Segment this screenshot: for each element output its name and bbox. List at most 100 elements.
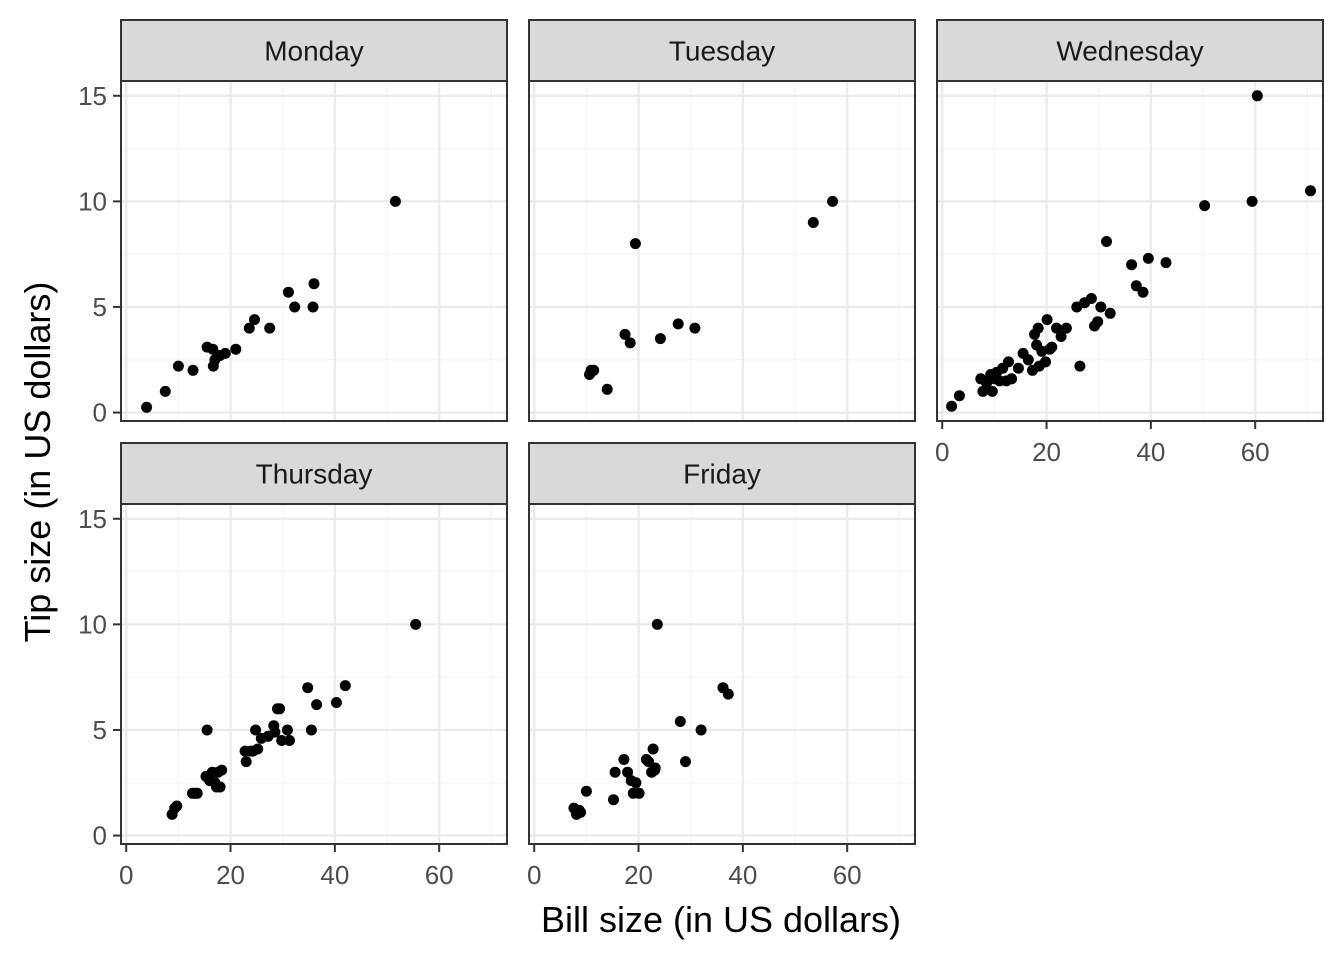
data-point (1074, 360, 1086, 372)
x-tick-label: 20 (624, 860, 653, 890)
data-point (630, 777, 642, 789)
data-point (977, 385, 989, 397)
data-point (1142, 252, 1154, 264)
data-point (1085, 293, 1097, 304)
strip-background (528, 442, 916, 505)
data-point (1160, 257, 1172, 269)
strip-label: Friday (683, 459, 761, 490)
data-point (1041, 314, 1053, 326)
data-point (695, 724, 707, 736)
strip-label: Wednesday (1056, 36, 1203, 67)
strip-background (936, 19, 1324, 82)
data-point (622, 766, 634, 778)
x-tick-label: 0 (527, 860, 541, 890)
data-point (207, 343, 219, 355)
x-tick-label: 40 (1136, 437, 1165, 467)
data-point (269, 726, 281, 738)
data-point (827, 195, 839, 207)
data-point (389, 195, 401, 207)
data-point (289, 301, 301, 313)
data-point (284, 735, 295, 746)
data-point (1032, 322, 1044, 334)
strip-background (120, 19, 508, 82)
data-point (1060, 322, 1072, 334)
strip-label: Tuesday (669, 36, 775, 67)
data-point (619, 328, 631, 340)
data-point (680, 756, 691, 768)
data-point (282, 286, 294, 298)
data-point (609, 766, 621, 778)
data-point (250, 724, 262, 736)
y-tick-label: 10 (78, 186, 107, 216)
y-tick-label: 15 (78, 504, 107, 534)
data-point (629, 238, 641, 250)
data-point (1055, 331, 1067, 342)
data-point (201, 724, 213, 736)
data-point (608, 794, 619, 806)
data-point (575, 806, 587, 818)
data-point (674, 716, 686, 727)
data-point (651, 618, 663, 630)
data-point (281, 724, 293, 736)
data-point (264, 322, 276, 334)
data-point (689, 322, 701, 334)
data-point (986, 385, 998, 397)
panel-thursday: Thursday 0 5 10 15 0 20 40 60 (78, 442, 508, 890)
data-point (580, 785, 592, 797)
x-tick-label: 60 (833, 860, 862, 890)
y-tick-label: 10 (78, 609, 107, 639)
data-point (311, 699, 323, 711)
x-tick-label: 40 (320, 860, 349, 890)
data-point (410, 618, 422, 630)
data-point (339, 680, 351, 692)
data-point (243, 322, 255, 334)
data-point (308, 278, 320, 290)
panel-background (529, 81, 915, 421)
data-point (1246, 195, 1258, 207)
data-point (191, 787, 203, 799)
y-tick-label: 0 (93, 398, 107, 428)
data-point (1003, 356, 1014, 368)
data-point (807, 217, 819, 228)
data-point (649, 762, 661, 774)
data-point (302, 682, 314, 694)
data-point (249, 314, 260, 326)
panel-background (121, 504, 507, 844)
x-tick-label: 0 (119, 860, 133, 890)
data-point (276, 735, 288, 746)
data-point (1305, 185, 1316, 197)
panel-background (121, 81, 507, 421)
x-tick-label: 0 (935, 437, 949, 467)
data-point (1126, 259, 1138, 271)
data-point (1137, 286, 1149, 298)
data-point (159, 385, 171, 397)
y-tick-label: 15 (78, 81, 107, 111)
data-point (1092, 316, 1104, 328)
data-point (601, 383, 613, 395)
panel-wednesday: Wednesday 0 20 40 60 (935, 19, 1324, 467)
data-point (1104, 307, 1116, 319)
data-point (624, 337, 636, 349)
data-point (252, 743, 264, 755)
data-point (1051, 322, 1062, 334)
data-point (722, 688, 734, 700)
y-axis-title: Tip size (in US dollars) (17, 282, 58, 643)
panel-monday: Monday 0 5 10 15 (78, 19, 508, 428)
data-point (654, 333, 666, 345)
data-point (1012, 362, 1024, 374)
data-point (230, 343, 242, 355)
data-point (1006, 373, 1018, 385)
data-point (1040, 356, 1051, 368)
data-point (171, 800, 183, 812)
data-point (981, 377, 993, 389)
data-point (307, 301, 319, 313)
x-tick-label: 60 (1241, 437, 1270, 467)
data-point (618, 754, 630, 765)
strip-label: Monday (264, 36, 364, 67)
data-point (240, 756, 252, 768)
data-point (141, 401, 153, 413)
x-tick-label: 40 (728, 860, 757, 890)
panel-background (529, 504, 915, 844)
data-point (588, 364, 600, 376)
